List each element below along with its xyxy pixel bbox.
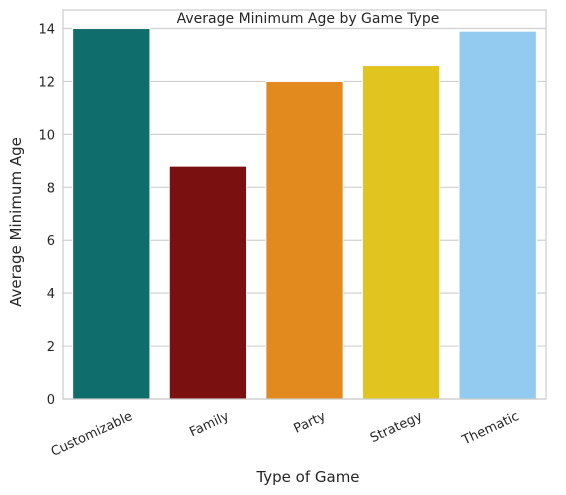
y-tick-label: 6 <box>47 234 55 249</box>
bar-customizable <box>72 28 151 400</box>
y-tick-label: 2 <box>47 340 55 355</box>
x-tick-label: Customizable <box>49 409 135 460</box>
chart-title: Average Minimum Age by Game Type <box>177 11 440 27</box>
y-tick-label: 10 <box>38 128 55 143</box>
x-tick-label: Party <box>292 409 329 437</box>
x-tick-label: Strategy <box>368 409 425 446</box>
x-axis-label: Type of Game <box>255 468 359 486</box>
y-tick-label: 8 <box>47 181 55 196</box>
x-tick-label: Thematic <box>459 409 521 449</box>
y-tick-label: 14 <box>38 23 55 38</box>
x-tick-labels: Customizable Family Party Strategy Thematic <box>49 409 522 460</box>
y-tick-labels: 0 2 4 6 8 10 12 14 <box>38 23 55 408</box>
x-tick-label: Family <box>187 409 232 440</box>
bar-family <box>168 165 248 400</box>
bars <box>72 28 537 400</box>
plot-frame <box>62 9 547 400</box>
y-tick-label: 12 <box>38 75 55 90</box>
bar-strategy <box>361 65 441 400</box>
y-axis-label: Average Minimum Age <box>7 137 25 307</box>
bar-party <box>265 80 344 400</box>
bar-thematic <box>458 30 537 400</box>
y-tick-label: 0 <box>47 393 55 408</box>
y-tick-label: 4 <box>47 287 55 302</box>
